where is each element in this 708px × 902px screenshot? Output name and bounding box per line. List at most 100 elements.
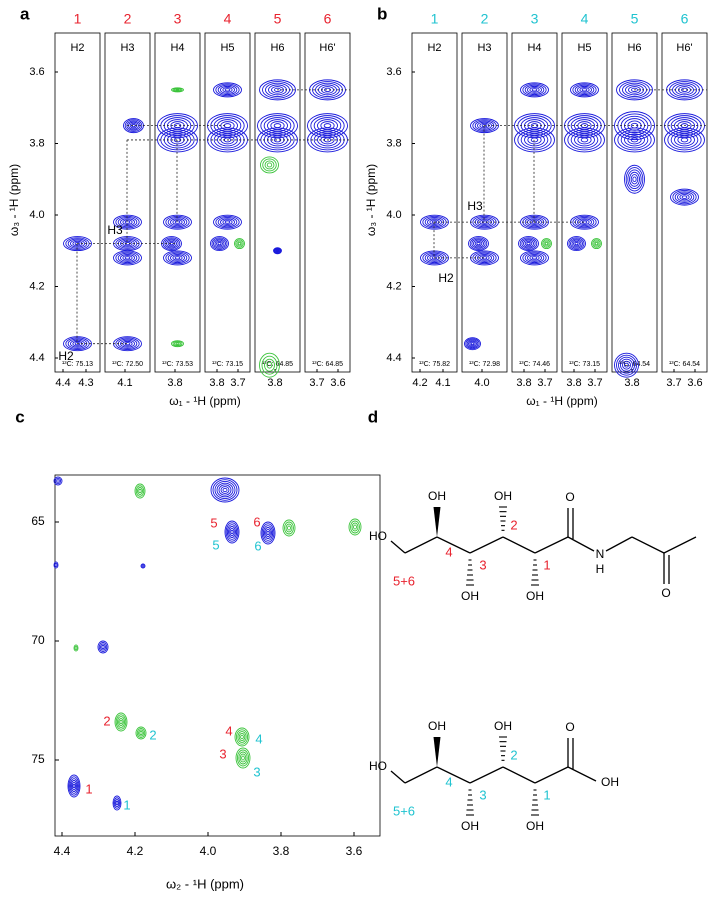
contour — [620, 131, 649, 149]
label: H2 — [438, 271, 454, 285]
label: 4.0 — [474, 377, 489, 389]
contour — [264, 527, 272, 539]
contour — [238, 751, 248, 765]
label: 4 — [225, 723, 232, 738]
contour — [470, 118, 499, 134]
contour — [630, 137, 639, 143]
label: O — [565, 490, 574, 504]
strip — [154, 32, 201, 373]
contour — [122, 219, 133, 225]
contour — [625, 167, 644, 192]
label: H3 — [120, 42, 134, 54]
label: ¹³C: 73.53 — [162, 361, 193, 368]
contour — [265, 528, 271, 538]
strip — [611, 32, 658, 373]
label: 6 — [681, 11, 689, 27]
label: ¹³C: 72.50 — [112, 361, 143, 368]
contour — [115, 237, 140, 250]
label: 1 — [543, 787, 550, 802]
contour — [222, 87, 233, 93]
contour — [317, 133, 338, 147]
contour — [574, 84, 595, 95]
contour — [216, 240, 223, 247]
label: OH — [494, 489, 512, 503]
contour — [521, 238, 536, 249]
contour — [670, 188, 699, 206]
contour — [431, 220, 438, 224]
label: 70 — [31, 633, 45, 647]
label: 2 — [510, 517, 517, 532]
contour — [175, 342, 180, 345]
contour — [217, 84, 238, 95]
contour — [273, 247, 282, 255]
contour — [680, 137, 689, 143]
contour — [351, 522, 359, 532]
contour — [67, 774, 81, 798]
label: ¹³C: 73.15 — [212, 361, 243, 368]
label: H6 — [627, 42, 641, 54]
label: OH — [526, 589, 544, 603]
label: ¹³C: 74.46 — [519, 361, 550, 368]
label: 65 — [31, 514, 45, 528]
bond — [404, 766, 438, 784]
label: 4.4 — [55, 377, 70, 389]
contour — [591, 238, 602, 250]
contour — [213, 214, 242, 230]
label: 3.8 — [267, 377, 282, 389]
contour — [629, 171, 640, 187]
contour — [259, 352, 280, 378]
label: 4.2 — [29, 280, 44, 292]
contour — [541, 238, 552, 250]
contour — [160, 129, 195, 151]
label: 3.7 — [537, 377, 552, 389]
contour — [624, 362, 629, 368]
contour — [273, 123, 282, 129]
contour — [519, 237, 538, 250]
label: H6 — [270, 42, 284, 54]
contour — [113, 214, 142, 230]
contour — [464, 337, 481, 351]
contour — [97, 640, 109, 654]
contour — [420, 250, 449, 266]
contour — [175, 88, 180, 91]
strip — [204, 32, 251, 373]
contour — [162, 237, 181, 250]
contour — [135, 726, 147, 740]
contour — [70, 239, 85, 248]
contour — [210, 236, 229, 252]
wedge-bond — [433, 507, 441, 537]
contour — [427, 218, 442, 227]
contour — [531, 256, 538, 260]
label: 3.8 — [624, 377, 639, 389]
label: 4 — [581, 11, 589, 27]
contour — [238, 732, 246, 742]
strip — [104, 32, 151, 373]
contour — [134, 483, 146, 499]
contour — [520, 250, 549, 266]
label: 4 — [445, 774, 452, 789]
contour — [677, 135, 692, 145]
contour — [120, 218, 135, 227]
label: ¹³C: 64.85 — [262, 361, 293, 368]
contour — [174, 88, 181, 92]
contour — [140, 563, 146, 569]
label: ¹³C: 64.54 — [669, 361, 700, 368]
label: 1 — [431, 11, 439, 27]
label: 4.2 — [386, 280, 401, 292]
contour — [617, 129, 652, 151]
contour — [135, 485, 145, 497]
contour — [170, 218, 185, 227]
contour — [427, 253, 442, 262]
label: 3.7 — [309, 377, 324, 389]
contour — [531, 220, 538, 224]
label: 4.4 — [386, 352, 401, 364]
contour — [568, 237, 585, 250]
label: 6 — [324, 11, 332, 27]
contour — [224, 88, 231, 92]
label: 4 — [445, 544, 452, 559]
strip — [411, 32, 458, 373]
contour — [113, 250, 142, 266]
contour — [473, 239, 484, 248]
contour — [115, 800, 119, 806]
contour — [266, 530, 270, 536]
